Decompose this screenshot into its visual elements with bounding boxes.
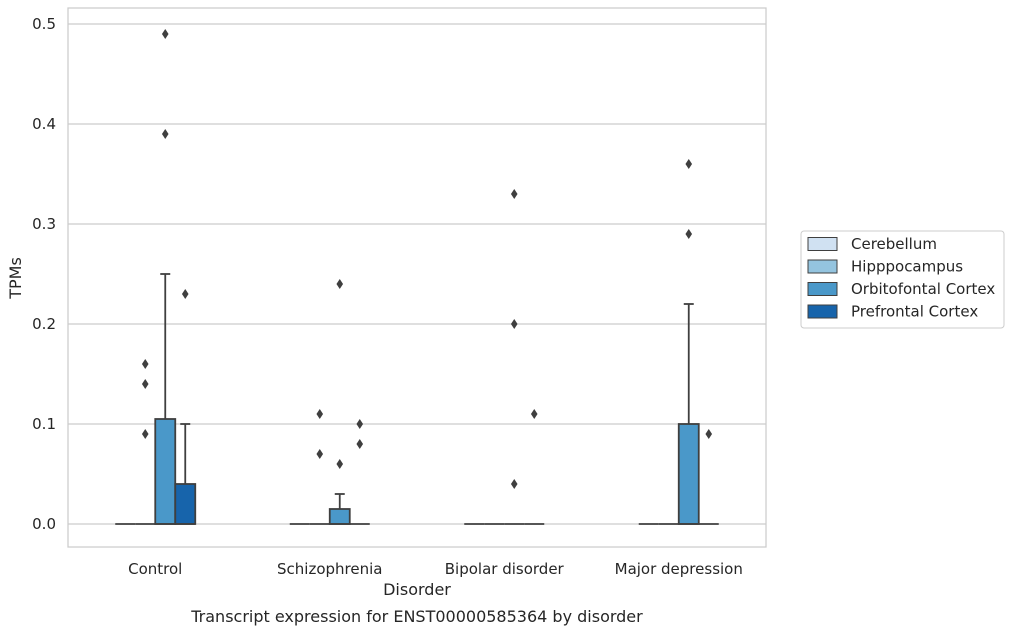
outlier-point (510, 319, 518, 329)
legend-label: Orbitofontal Cortex (851, 280, 995, 298)
y-tick-label: 0.4 (32, 115, 56, 133)
x-axis-ticks: Control Schizophrenia Bipolar disorder Majo… (128, 560, 743, 578)
legend-swatch (807, 304, 838, 319)
box (174, 483, 197, 525)
x-tick-label: Bipolar disorder (445, 560, 565, 578)
outlier-point (685, 159, 693, 169)
x-tick-label: Schizophrenia (277, 560, 382, 578)
box-group (677, 159, 700, 525)
x-axis-title: Disorder (383, 580, 451, 599)
legend: Cerebellum Hipppocampus Orbitofontal Corte… (800, 230, 1005, 329)
y-tick-label: 0.1 (32, 415, 56, 433)
box-group (174, 289, 197, 525)
box-group (154, 29, 177, 525)
y-axis-title: TPMs (6, 257, 25, 300)
outlier-point (181, 289, 189, 299)
box-group (349, 419, 370, 525)
box-group (135, 359, 156, 525)
box-group (328, 279, 351, 525)
legend-swatch (807, 259, 838, 274)
outlier-point (510, 479, 518, 489)
box (677, 423, 700, 525)
y-tick-label: 0.2 (32, 315, 56, 333)
outlier-point (316, 449, 324, 459)
outlier-point (141, 359, 149, 369)
outlier-point (356, 419, 364, 429)
box-group (309, 409, 330, 525)
legend-label: Prefrontal Cortex (851, 303, 978, 321)
outlier-point (530, 409, 538, 419)
box-group (504, 189, 525, 525)
legend-swatch (807, 282, 838, 296)
legend-swatch (807, 237, 838, 251)
outlier-point (356, 439, 364, 449)
outlier-point (510, 189, 518, 199)
legend-frame (800, 230, 1005, 329)
outlier-point (685, 229, 693, 239)
box (154, 418, 177, 525)
y-tick-label: 0.3 (32, 215, 56, 233)
x-tick-label: Control (128, 560, 182, 578)
outlier-point (141, 379, 149, 389)
outlier-point (161, 129, 169, 139)
outlier-point (141, 429, 149, 439)
box-group (698, 429, 719, 525)
y-axis-ticks: 0.0 0.1 0.2 0.3 0.4 0.5 (32, 15, 56, 533)
y-tick-label: 0.0 (32, 515, 56, 533)
outlier-point (161, 29, 169, 39)
box-series (115, 29, 719, 525)
box (328, 508, 351, 525)
outlier-point (705, 429, 713, 439)
box-group (524, 409, 545, 525)
plot-area (67, 7, 767, 548)
outlier-point (316, 409, 324, 419)
legend-label: Hipppocampus (851, 258, 963, 276)
y-tick-label: 0.5 (32, 15, 56, 33)
legend-label: Cerebellum (851, 235, 937, 253)
figure-caption: Transcript expression for ENST0000058536… (190, 607, 643, 626)
outlier-point (336, 279, 344, 289)
outlier-point (336, 459, 344, 469)
x-tick-label: Major depression (615, 560, 743, 578)
